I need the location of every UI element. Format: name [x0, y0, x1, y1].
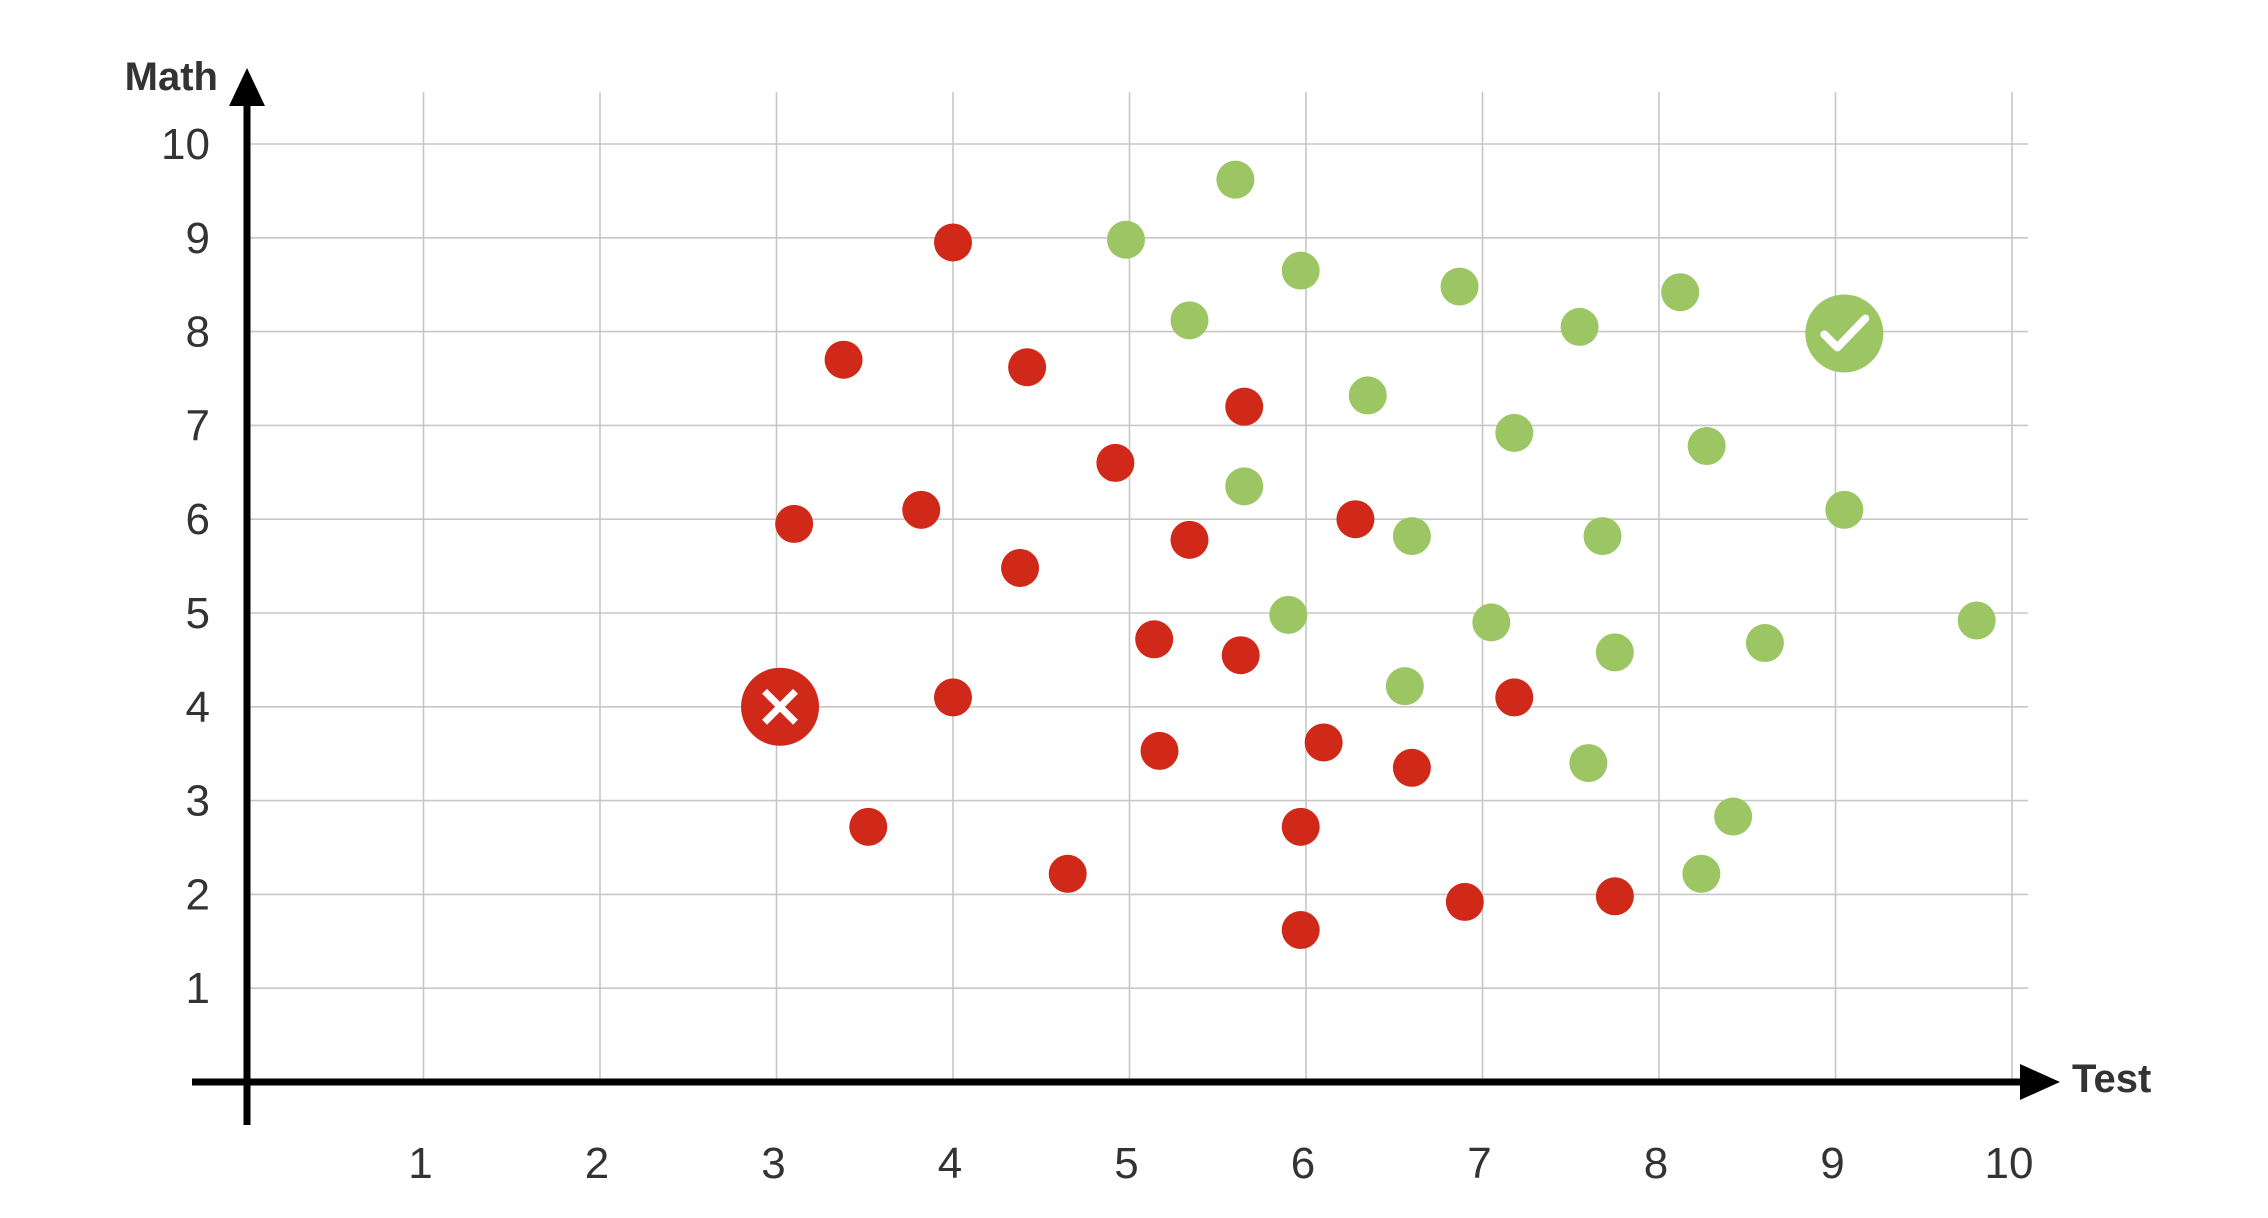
y-tick-label: 4 [186, 683, 210, 732]
green-data-point [1472, 603, 1511, 642]
y-axis-arrow-icon [229, 68, 265, 106]
highlighted-points [741, 294, 1884, 746]
x-mark-icon [762, 688, 798, 725]
x-tick-label: 5 [1114, 1139, 1138, 1188]
green-data-point [1106, 220, 1145, 259]
green-data-point [1440, 267, 1479, 306]
green-data-point [1682, 854, 1721, 893]
green-data-point [1745, 624, 1784, 663]
x-tick-label: 9 [1820, 1139, 1844, 1188]
x-tick-label: 8 [1644, 1139, 1668, 1188]
x-axis-title: Test [2072, 1057, 2151, 1101]
y-tick-label: 8 [186, 308, 210, 357]
x-tick-label: 4 [938, 1139, 962, 1188]
red-data-point [1221, 636, 1260, 675]
red-data-point [1281, 807, 1320, 846]
y-tick-label: 3 [186, 777, 210, 826]
highlight-circle [1805, 294, 1884, 373]
red-data-point [1096, 443, 1135, 482]
green-data-point [1957, 601, 1996, 640]
red-data-point [1495, 678, 1534, 717]
green-data-point [1714, 797, 1753, 836]
y-tick-label: 1 [186, 964, 210, 1013]
y-tick-label: 5 [186, 589, 210, 638]
red-data-point [1135, 620, 1174, 659]
y-tick-label: 2 [186, 870, 210, 919]
red-data-point [1225, 387, 1264, 426]
green-data-point [1170, 301, 1209, 340]
green-data-point [1392, 517, 1431, 556]
red-data-point [1140, 731, 1179, 770]
x-tick-label: 7 [1467, 1139, 1491, 1188]
red-data-point [824, 340, 863, 379]
red-data-point [934, 223, 972, 262]
x-tick-label: 3 [761, 1139, 785, 1188]
red-data-point [1445, 882, 1484, 921]
green-data-point [1595, 633, 1634, 672]
red-data-point [1170, 520, 1209, 559]
y-tick-label: 10 [161, 120, 210, 169]
y-tick-label: 7 [186, 401, 210, 450]
red-data-point [1001, 548, 1040, 587]
y-tick-label: 6 [186, 495, 210, 544]
red-data-point [1595, 877, 1634, 916]
green-data-point [1661, 273, 1700, 312]
x-tick-label: 2 [585, 1139, 609, 1188]
data-points [775, 160, 1996, 950]
red-data-point [1008, 348, 1047, 387]
check-mark-icon [1820, 314, 1870, 352]
green-data-point [1225, 467, 1264, 506]
green-data-point [1269, 595, 1308, 634]
green-data-point [1281, 251, 1320, 290]
green-data-point [1216, 160, 1255, 199]
x-mark-highlight-point [741, 667, 820, 746]
green-data-point [1385, 667, 1424, 706]
green-data-point [1569, 744, 1608, 783]
x-tick-label: 6 [1291, 1139, 1315, 1188]
green-data-point [1560, 307, 1599, 346]
green-data-point [1348, 376, 1387, 415]
red-data-point [1281, 911, 1320, 950]
x-tick-label: 10 [1985, 1139, 2034, 1188]
red-data-point [1304, 723, 1343, 762]
y-axis-title: Math [125, 55, 218, 99]
red-data-point [902, 490, 941, 529]
x-tick-label: 1 [408, 1139, 432, 1188]
check-mark-highlight-point [1805, 294, 1884, 373]
red-data-point [1048, 854, 1087, 893]
green-data-point [1825, 490, 1864, 529]
red-data-point [934, 678, 972, 717]
green-data-point [1687, 427, 1726, 466]
red-data-point [1392, 748, 1431, 787]
green-data-point [1495, 413, 1534, 452]
y-tick-label: 9 [186, 214, 210, 263]
axes [192, 68, 2060, 1125]
green-data-point [1583, 517, 1622, 556]
red-data-point [775, 504, 814, 543]
tick-labels: 1 2 3 4 5 6 7 8 9 10 1 2 3 4 5 6 7 8 9 10 [161, 120, 2033, 1188]
red-data-point [1336, 500, 1375, 539]
red-data-point [849, 807, 888, 846]
x-axis-arrow-icon [2020, 1064, 2060, 1100]
